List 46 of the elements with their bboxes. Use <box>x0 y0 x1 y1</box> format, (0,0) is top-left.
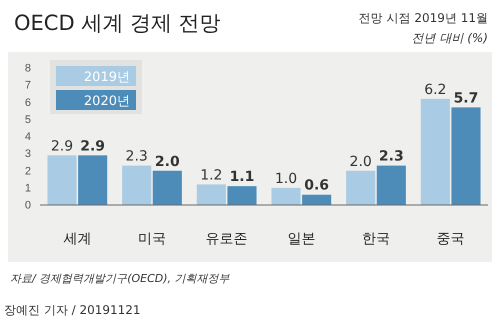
bar <box>78 155 108 205</box>
data-label: 2.0 <box>154 154 180 170</box>
text: 자료/ 경제협력개발기구(OECD), 기획재정부 <box>10 272 231 285</box>
y-tick-label: 4 <box>24 131 31 144</box>
y-tick-label: 8 <box>24 62 31 75</box>
x-tick-label: 한국 <box>362 231 390 247</box>
text: 2019년 <box>84 70 130 85</box>
bar <box>451 107 481 205</box>
y-axis-title: 전년 대비 (%) <box>412 31 488 45</box>
bar <box>346 170 376 205</box>
bar <box>420 98 450 205</box>
x-tick-label: 일본 <box>287 231 316 247</box>
text: 2020년 <box>84 94 130 109</box>
data-label: 2.9 <box>80 138 106 154</box>
y-tick-label: 0 <box>24 200 31 212</box>
data-label: 2.3 <box>126 148 148 165</box>
bar <box>196 184 226 205</box>
bar <box>271 188 301 205</box>
y-tick-label: 7 <box>24 80 31 92</box>
bar <box>122 166 152 205</box>
chart-title: OECD 세계 경제 전망 <box>14 11 221 35</box>
y-tick-label: 2 <box>24 165 31 178</box>
data-label: 6.2 <box>424 82 446 98</box>
data-label: 2.0 <box>350 154 372 170</box>
y-tick-label: 5 <box>24 114 31 126</box>
data-label: 1.2 <box>200 167 222 184</box>
data-label: 0.6 <box>304 178 330 194</box>
y-tick-label: 1 <box>24 182 31 194</box>
text: 장예진 기자 / 20191121 <box>4 303 141 317</box>
data-label: 1.0 <box>274 170 298 187</box>
chart-subtitle: 전망 시점 2019년 11월 <box>358 11 488 25</box>
bar <box>47 155 77 205</box>
bar <box>376 166 406 205</box>
x-tick-label: 유로존 <box>206 231 248 247</box>
data-label: 2.3 <box>378 148 404 165</box>
y-tick-label: 3 <box>24 148 31 160</box>
bar <box>152 170 182 205</box>
bar <box>227 186 257 205</box>
data-label: 1.1 <box>230 169 254 186</box>
x-tick-label: 중국 <box>436 231 465 247</box>
x-tick-label: 미국 <box>138 231 166 247</box>
y-tick-label: 6 <box>24 96 31 109</box>
data-label: 5.7 <box>454 90 478 106</box>
bar <box>302 194 332 205</box>
data-label: 2.9 <box>50 138 74 154</box>
x-tick-label: 세계 <box>63 231 92 247</box>
